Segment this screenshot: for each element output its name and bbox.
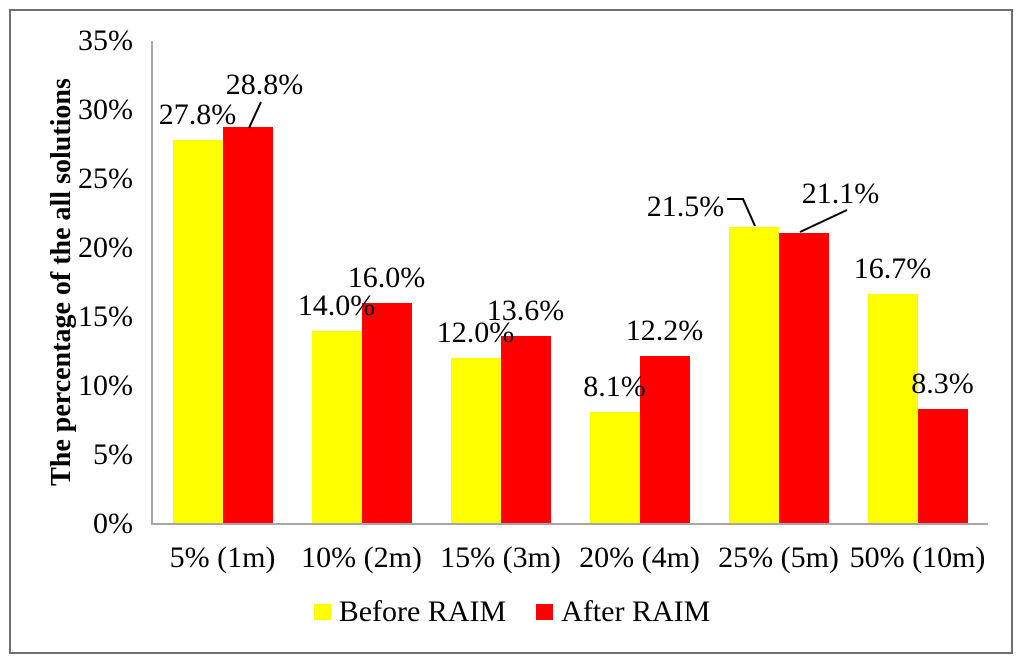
x-category-label: 15% (3m) [440,541,561,574]
bar-before-raim-1 [311,330,362,523]
data-label: 16.7% [853,251,932,285]
bar-after-raim-0 [222,126,273,523]
y-axis-line [151,41,153,525]
y-tick-label: 5% [93,438,133,471]
x-category-label: 50% (10m) [849,541,986,574]
x-category-label: 20% (4m) [579,541,700,574]
x-category-label: 10% (2m) [301,541,422,574]
bar-before-raim-2 [450,358,501,523]
data-label: 8.1% [583,370,646,404]
data-label: 21.1% [801,176,880,210]
data-label: 16.0% [347,261,426,295]
y-tick-label: 10% [78,369,133,402]
legend-label: Before RAIM [338,595,507,628]
x-category-label: 5% (1m) [169,541,276,574]
bar-after-raim-2 [500,336,551,523]
data-label: 12.2% [625,313,704,347]
after-raim-swatch-icon [536,604,554,620]
data-label: 12.0% [436,316,515,350]
bar-before-raim-3 [589,412,640,523]
legend: Before RAIM After RAIM [0,595,1024,629]
bar-after-raim-1 [361,303,412,523]
y-tick-label: 25% [78,162,133,195]
bar-after-raim-4 [778,232,829,523]
data-label: 28.8% [225,67,304,101]
data-label: 14.0% [297,288,376,322]
legend-item-before-raim: Before RAIM [313,595,507,629]
legend-item-after-raim: After RAIM [536,595,710,629]
data-label: 21.5% [646,190,725,224]
bar-before-raim-4 [728,227,779,523]
x-category-label: 25% (5m) [718,541,839,574]
legend-label: After RAIM [561,595,711,628]
x-axis-line [151,523,988,525]
y-tick-label: 15% [78,300,133,333]
y-tick-label: 35% [78,24,133,57]
before-raim-swatch-icon [313,604,331,620]
data-label: 27.8% [158,98,237,132]
y-tick-label: 30% [78,93,133,126]
y-tick-label: 0% [93,507,133,540]
bar-before-raim-5 [867,293,918,523]
y-tick-label: 20% [78,231,133,264]
bar-before-raim-0 [172,140,223,523]
data-label: 13.6% [486,294,565,328]
bar-after-raim-5 [917,409,968,523]
bar-after-raim-3 [639,355,690,523]
data-label: 8.3% [911,367,974,401]
